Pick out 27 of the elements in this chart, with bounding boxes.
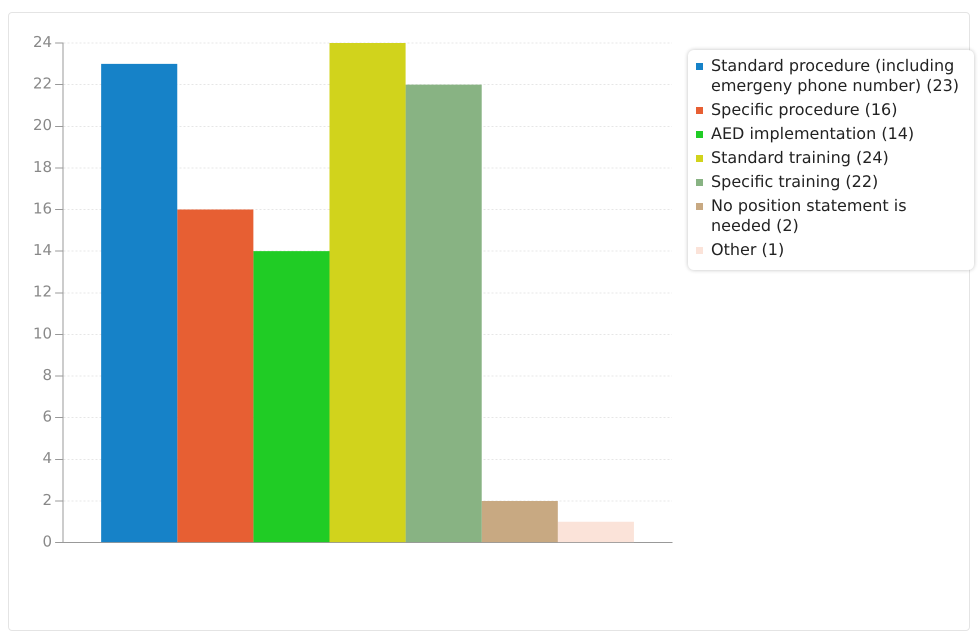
- y-tick-label: 20: [32, 116, 52, 134]
- legend-label: No position statement is needed (2): [711, 196, 908, 236]
- bar: [101, 64, 178, 542]
- bar: [329, 43, 406, 542]
- legend-label: Standard procedure (including emergeny phone number) (23): [711, 56, 960, 96]
- y-tick-label: 16: [32, 199, 52, 218]
- y-tick-label: 22: [32, 74, 52, 93]
- bar: [253, 251, 330, 542]
- y-tick-label: 18: [32, 158, 52, 176]
- y-tick-label: 4: [42, 449, 52, 468]
- legend-label: Other (1): [711, 240, 784, 260]
- bar: [558, 522, 634, 542]
- y-tick-label: 10: [32, 324, 52, 342]
- legend-label: Standard training (24): [711, 148, 889, 168]
- bar: [406, 84, 482, 542]
- bar: [482, 500, 558, 542]
- y-tick-label: 2: [42, 490, 52, 509]
- y-tick-label: 24: [32, 32, 52, 51]
- y-tick-label: 12: [32, 282, 52, 301]
- y-tick-label: 0: [42, 532, 52, 550]
- y-tick-label: 8: [42, 366, 52, 384]
- bar: [177, 210, 254, 542]
- legend-label: Specific procedure (16): [711, 100, 898, 120]
- legend-label: Specific training (22): [711, 172, 878, 192]
- y-tick-label: 6: [42, 408, 52, 426]
- legend-label: AED implementation (14): [711, 124, 914, 144]
- y-tick-label: 14: [32, 241, 52, 260]
